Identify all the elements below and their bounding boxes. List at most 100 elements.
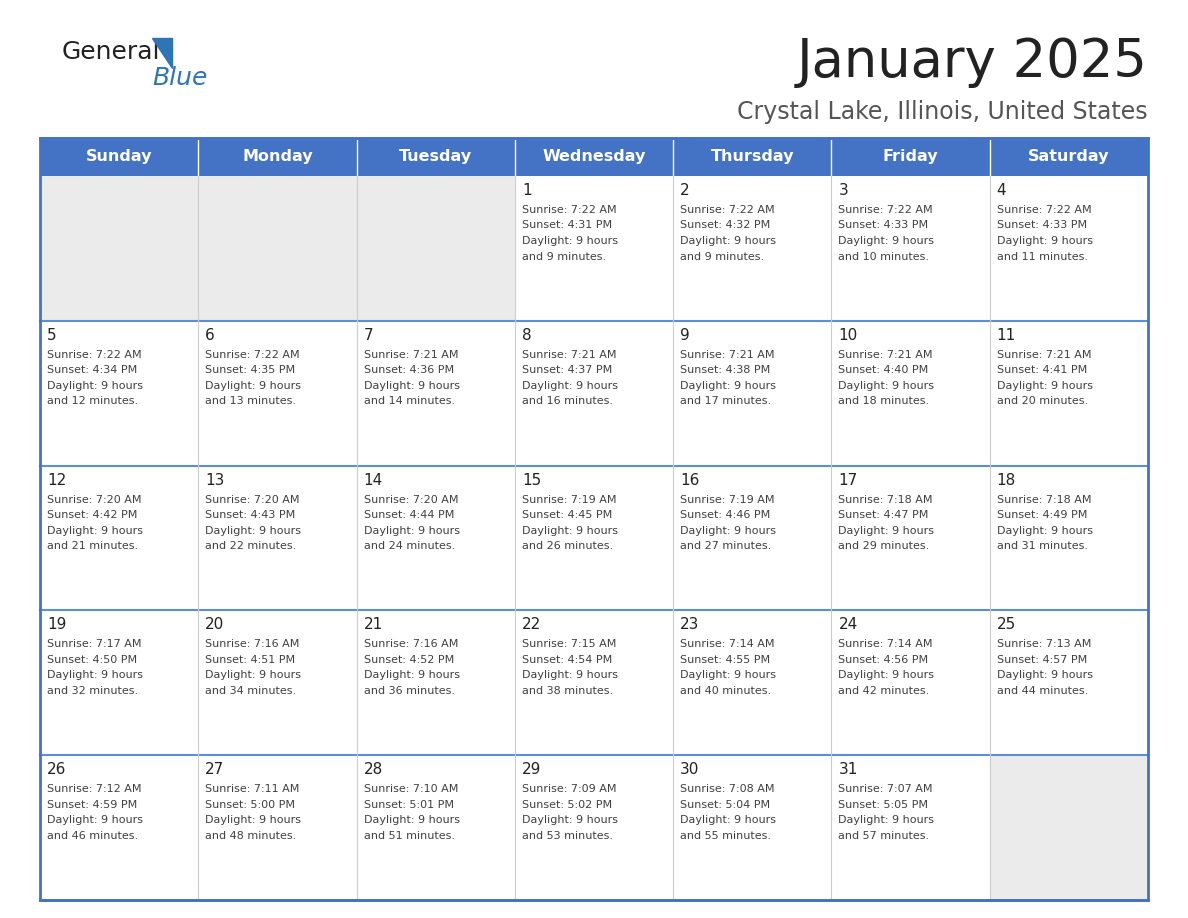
Text: 30: 30 — [681, 762, 700, 778]
Text: Sunrise: 7:11 AM: Sunrise: 7:11 AM — [206, 784, 299, 794]
Text: Sunset: 4:36 PM: Sunset: 4:36 PM — [364, 365, 454, 375]
Text: Daylight: 9 hours: Daylight: 9 hours — [681, 670, 776, 680]
Bar — [832, 756, 990, 900]
Text: Daylight: 9 hours: Daylight: 9 hours — [839, 526, 935, 535]
Text: Sunrise: 7:20 AM: Sunrise: 7:20 AM — [364, 495, 459, 505]
Bar — [674, 320, 832, 465]
Bar — [674, 610, 832, 756]
Text: Sunset: 4:50 PM: Sunset: 4:50 PM — [48, 655, 137, 665]
Text: Daylight: 9 hours: Daylight: 9 hours — [48, 381, 143, 391]
Text: 26: 26 — [48, 762, 67, 778]
Text: and 17 minutes.: and 17 minutes. — [681, 397, 771, 407]
Text: 5: 5 — [48, 328, 57, 342]
Bar — [356, 465, 514, 610]
Text: Sunrise: 7:19 AM: Sunrise: 7:19 AM — [522, 495, 617, 505]
Text: 11: 11 — [997, 328, 1016, 342]
Bar — [356, 756, 514, 900]
Text: Sunrise: 7:21 AM: Sunrise: 7:21 AM — [681, 350, 775, 360]
Text: Sunrise: 7:20 AM: Sunrise: 7:20 AM — [48, 495, 141, 505]
Text: 4: 4 — [997, 183, 1006, 198]
Text: Daylight: 9 hours: Daylight: 9 hours — [681, 381, 776, 391]
Text: and 12 minutes.: and 12 minutes. — [48, 397, 138, 407]
Text: Friday: Friday — [883, 150, 939, 164]
Polygon shape — [152, 38, 172, 68]
Bar — [990, 320, 1148, 465]
Text: 22: 22 — [522, 618, 541, 633]
Text: and 55 minutes.: and 55 minutes. — [681, 831, 771, 841]
Bar — [514, 610, 674, 756]
Bar — [514, 756, 674, 900]
Text: Daylight: 9 hours: Daylight: 9 hours — [839, 670, 935, 680]
Text: Daylight: 9 hours: Daylight: 9 hours — [206, 526, 302, 535]
Text: Sunset: 4:59 PM: Sunset: 4:59 PM — [48, 800, 138, 810]
Text: Daylight: 9 hours: Daylight: 9 hours — [839, 815, 935, 825]
Text: Sunrise: 7:08 AM: Sunrise: 7:08 AM — [681, 784, 775, 794]
Text: and 16 minutes.: and 16 minutes. — [522, 397, 613, 407]
Text: Sunrise: 7:09 AM: Sunrise: 7:09 AM — [522, 784, 617, 794]
Text: Sunrise: 7:14 AM: Sunrise: 7:14 AM — [681, 640, 775, 649]
Bar — [198, 610, 356, 756]
Bar — [40, 756, 198, 900]
Text: Daylight: 9 hours: Daylight: 9 hours — [364, 815, 460, 825]
Text: Sunset: 5:01 PM: Sunset: 5:01 PM — [364, 800, 454, 810]
Text: Daylight: 9 hours: Daylight: 9 hours — [48, 670, 143, 680]
Text: and 34 minutes.: and 34 minutes. — [206, 686, 297, 696]
Text: and 18 minutes.: and 18 minutes. — [839, 397, 929, 407]
Bar — [356, 138, 514, 176]
Text: Sunrise: 7:14 AM: Sunrise: 7:14 AM — [839, 640, 933, 649]
Text: Sunset: 4:41 PM: Sunset: 4:41 PM — [997, 365, 1087, 375]
Text: 21: 21 — [364, 618, 383, 633]
Text: Sunrise: 7:10 AM: Sunrise: 7:10 AM — [364, 784, 457, 794]
Bar — [40, 138, 1148, 900]
Bar — [674, 465, 832, 610]
Text: Sunrise: 7:16 AM: Sunrise: 7:16 AM — [206, 640, 299, 649]
Bar — [198, 138, 356, 176]
Bar — [40, 320, 198, 465]
Text: Daylight: 9 hours: Daylight: 9 hours — [522, 381, 618, 391]
Text: 24: 24 — [839, 618, 858, 633]
Text: Sunrise: 7:21 AM: Sunrise: 7:21 AM — [364, 350, 459, 360]
Text: 28: 28 — [364, 762, 383, 778]
Text: Sunset: 4:49 PM: Sunset: 4:49 PM — [997, 510, 1087, 521]
Bar — [674, 176, 832, 320]
Text: Sunrise: 7:21 AM: Sunrise: 7:21 AM — [839, 350, 933, 360]
Text: Sunrise: 7:21 AM: Sunrise: 7:21 AM — [997, 350, 1092, 360]
Text: 25: 25 — [997, 618, 1016, 633]
Text: Daylight: 9 hours: Daylight: 9 hours — [997, 381, 1093, 391]
Text: Daylight: 9 hours: Daylight: 9 hours — [48, 815, 143, 825]
Text: January 2025: January 2025 — [797, 36, 1148, 88]
Text: Sunset: 4:52 PM: Sunset: 4:52 PM — [364, 655, 454, 665]
Bar — [674, 138, 832, 176]
Text: Sunrise: 7:13 AM: Sunrise: 7:13 AM — [997, 640, 1091, 649]
Text: Monday: Monday — [242, 150, 312, 164]
Text: Wednesday: Wednesday — [542, 150, 646, 164]
Text: Sunset: 5:02 PM: Sunset: 5:02 PM — [522, 800, 612, 810]
Text: Sunrise: 7:12 AM: Sunrise: 7:12 AM — [48, 784, 141, 794]
Text: and 10 minutes.: and 10 minutes. — [839, 252, 929, 262]
Text: Sunset: 4:46 PM: Sunset: 4:46 PM — [681, 510, 770, 521]
Text: and 31 minutes.: and 31 minutes. — [997, 541, 1088, 551]
Text: Daylight: 9 hours: Daylight: 9 hours — [522, 670, 618, 680]
Bar — [40, 610, 198, 756]
Bar — [198, 756, 356, 900]
Text: and 27 minutes.: and 27 minutes. — [681, 541, 771, 551]
Text: and 40 minutes.: and 40 minutes. — [681, 686, 771, 696]
Text: and 51 minutes.: and 51 minutes. — [364, 831, 455, 841]
Text: Sunrise: 7:22 AM: Sunrise: 7:22 AM — [839, 205, 933, 215]
Bar — [514, 138, 674, 176]
Text: and 14 minutes.: and 14 minutes. — [364, 397, 455, 407]
Text: Sunrise: 7:22 AM: Sunrise: 7:22 AM — [48, 350, 141, 360]
Bar — [990, 465, 1148, 610]
Bar — [832, 610, 990, 756]
Text: Daylight: 9 hours: Daylight: 9 hours — [997, 236, 1093, 246]
Text: and 21 minutes.: and 21 minutes. — [48, 541, 138, 551]
Bar — [40, 465, 198, 610]
Text: Daylight: 9 hours: Daylight: 9 hours — [206, 670, 302, 680]
Text: Sunset: 4:34 PM: Sunset: 4:34 PM — [48, 365, 138, 375]
Bar — [198, 320, 356, 465]
Text: and 36 minutes.: and 36 minutes. — [364, 686, 455, 696]
Text: Sunset: 4:47 PM: Sunset: 4:47 PM — [839, 510, 929, 521]
Text: Sunset: 4:43 PM: Sunset: 4:43 PM — [206, 510, 296, 521]
Text: and 22 minutes.: and 22 minutes. — [206, 541, 297, 551]
Bar — [832, 465, 990, 610]
